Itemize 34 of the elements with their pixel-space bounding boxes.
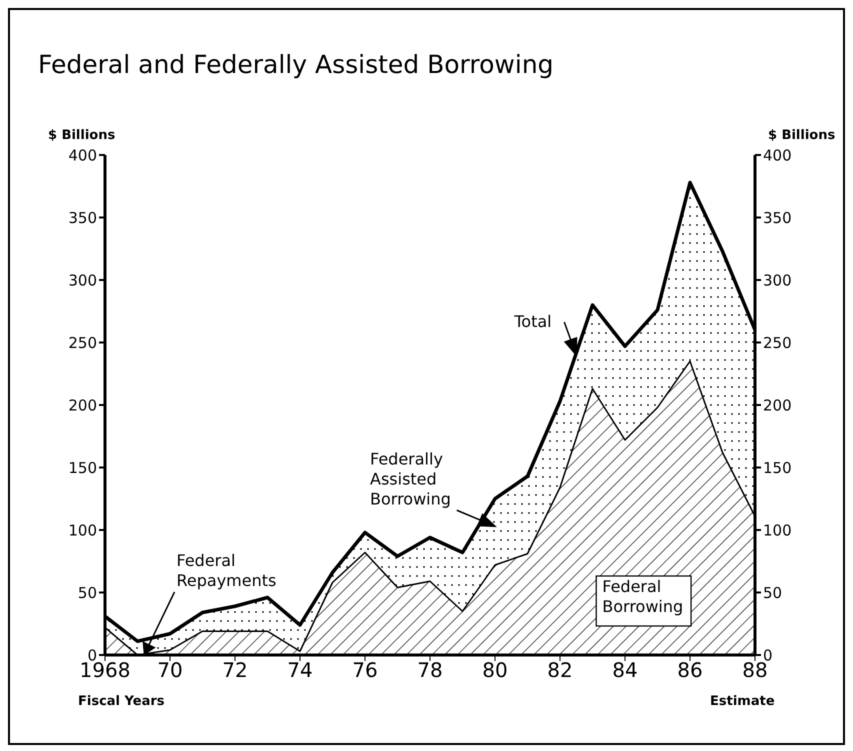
x-tick-label: 74 <box>287 658 313 682</box>
x-tick-label: 82 <box>547 658 573 682</box>
y-tick-label: 300 <box>68 271 97 290</box>
series-label: Federal Borrowing <box>602 577 684 616</box>
text: Estimate <box>710 694 775 709</box>
y2-tick-label: 350 <box>763 208 792 227</box>
y2-tick-label: 400 <box>763 146 792 164</box>
x-tick-label: 86 <box>677 658 703 682</box>
y2-tick-label: 100 <box>763 521 792 540</box>
y2-axis-title: $ Billions <box>768 128 836 143</box>
series-label: Federally Assisted Borrowing <box>370 449 451 508</box>
y2-tick-label: 50 <box>763 584 782 602</box>
y-axis-title: $ Billions <box>48 128 116 143</box>
y-tick-label: 150 <box>68 458 97 477</box>
y-tick-label: 100 <box>68 521 97 540</box>
x-tick-label: 80 <box>482 658 508 682</box>
chart-title: Federal and Federally Assisted Borrowing <box>38 50 554 79</box>
y-tick-label: 250 <box>68 334 97 352</box>
x-tick-label: 76 <box>352 658 378 682</box>
y2-tick-label: 200 <box>763 396 792 414</box>
y2-tick-label: 300 <box>763 271 792 290</box>
annotation: Total <box>513 312 552 331</box>
x-tick-label: 84 <box>612 658 638 682</box>
y-tick-label: 350 <box>68 208 97 227</box>
y-tick-label: 200 <box>68 396 97 414</box>
x-axis-title: Fiscal Years <box>78 694 164 709</box>
x-tick-label: 70 <box>157 658 183 682</box>
y2-tick-label: 250 <box>763 334 792 352</box>
annotation: Federal Repayments <box>176 551 276 590</box>
x-tick-label: 72 <box>222 658 248 682</box>
y-tick-label: 400 <box>68 146 97 164</box>
y-tick-label: 50 <box>78 584 97 602</box>
y2-tick-label: 150 <box>763 458 792 477</box>
x-tick-label: 78 <box>417 658 443 682</box>
